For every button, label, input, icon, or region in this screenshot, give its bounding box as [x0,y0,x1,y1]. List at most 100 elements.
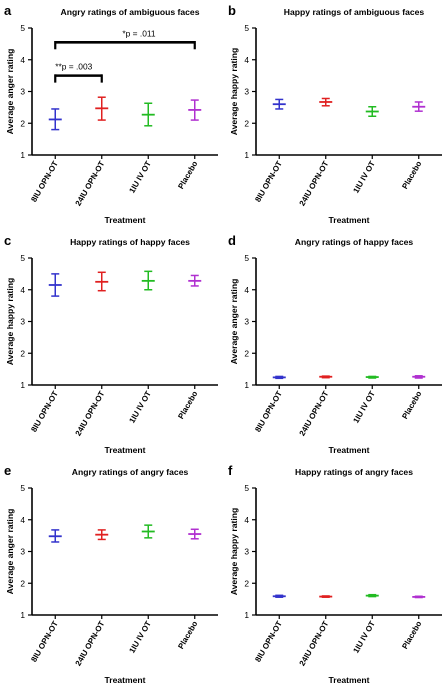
error-bar-4 [412,101,426,112]
x-tick-label: Placebo [176,619,199,650]
y-tick-label: 4 [244,285,249,295]
x-axis-label: Treatment [104,445,145,455]
significance-label: *p = .011 [122,28,155,38]
error-bar-2 [319,595,333,598]
significance-label: **p = .003 [55,62,92,72]
error-bar-3 [141,524,155,539]
y-tick-label: 5 [20,483,25,493]
x-tick-label: Placebo [400,619,423,650]
panel-e: e Angry ratings of angry faces 1 2 3 4 5 Averag… [4,463,218,685]
x-axis-label: Treatment [328,675,369,685]
panel-letter: c [4,233,11,248]
x-tick-label: 24IU OPN-OT [298,619,331,667]
y-tick-label: 1 [244,610,249,620]
error-bar-1 [48,108,62,131]
panel-title: Angry ratings of happy faces [295,237,414,247]
y-tick-label: 1 [244,150,249,160]
panel-c: c Happy ratings of happy faces 1 2 3 4 5 Averag… [4,233,218,455]
x-tick-label: 8IU OPN-OT [253,159,284,203]
error-bar-2 [95,529,109,541]
x-tick-label: Placebo [176,159,199,190]
y-axis-label: Average anger rating [5,509,15,595]
panel-title: Happy ratings of angry faces [295,467,413,477]
y-axis-label: Average happy rating [229,508,239,596]
x-tick-label: 1IU IV OT [127,619,153,654]
error-bar-2 [319,375,333,379]
x-tick-label: 24IU OPN-OT [298,389,331,437]
y-axis-label: Average happy rating [5,278,15,366]
panel-title: Happy ratings of ambiguous faces [284,7,425,17]
x-tick-label: Placebo [176,389,199,420]
y-tick-label: 4 [20,285,25,295]
y-tick-label: 2 [20,348,25,358]
x-tick-label: 8IU OPN-OT [29,389,60,433]
x-axis-label: Treatment [328,445,369,455]
y-tick-label: 2 [244,348,249,358]
y-tick-label: 2 [20,118,25,128]
y-tick-label: 2 [20,578,25,588]
error-bar-4 [188,99,202,121]
x-axis-label: Treatment [328,215,369,225]
y-tick-label: 3 [20,87,25,97]
panel-letter: a [4,3,12,18]
panel-title: Angry ratings of angry faces [72,467,189,477]
x-tick-label: 8IU OPN-OT [253,389,284,433]
error-bar-2 [95,271,109,292]
y-tick-label: 1 [244,380,249,390]
error-bar-4 [412,375,426,379]
y-tick-label: 4 [244,55,249,65]
y-tick-label: 2 [244,118,249,128]
y-tick-label: 3 [244,547,249,557]
y-axis-label: Average anger rating [5,49,15,135]
y-tick-label: 4 [20,515,25,525]
panel-f: f Happy ratings of angry faces 1 2 3 4 5 Averag… [228,463,442,685]
y-tick-label: 3 [244,317,249,327]
panel-b: b Happy ratings of ambiguous faces 1 2 3 4 5 Av… [228,3,442,225]
panel-letter: f [228,463,233,478]
x-tick-label: Placebo [400,389,423,420]
panel-d: d Angry ratings of happy faces 1 2 3 4 5 Averag… [228,233,442,455]
panel-letter: d [228,233,236,248]
significance-bracket: **p = .003 [54,62,103,83]
error-bar-1 [272,98,286,110]
y-tick-label: 5 [244,23,249,33]
y-tick-label: 5 [20,23,25,33]
x-axis-label: Treatment [104,215,145,225]
y-tick-label: 1 [20,380,25,390]
error-bar-1 [272,594,286,598]
error-bar-3 [365,593,379,598]
error-bar-3 [365,375,379,379]
x-tick-label: 1IU IV OT [351,159,377,194]
x-tick-label: 24IU OPN-OT [74,159,107,207]
x-tick-label: 24IU OPN-OT [74,619,107,667]
error-bar-1 [272,375,286,380]
panel-title: Happy ratings of happy faces [70,237,190,247]
panel-title: Angry ratings of ambiguous faces [61,7,200,17]
panel-a: a Angry ratings of ambiguous faces 1 2 3 4 5 Av… [4,3,218,225]
x-tick-label: 1IU IV OT [351,619,377,654]
x-axis-label: Treatment [104,675,145,685]
x-tick-label: 1IU IV OT [127,389,153,424]
y-tick-label: 1 [20,150,25,160]
error-bar-4 [412,595,426,599]
y-tick-label: 3 [244,87,249,97]
x-tick-label: 1IU IV OT [351,389,377,424]
y-tick-label: 5 [20,253,25,263]
panel-letter: e [4,463,11,478]
error-bar-2 [319,97,333,107]
panel-letter: b [228,3,236,18]
y-tick-label: 5 [244,253,249,263]
y-axis-label: Average happy rating [229,48,239,136]
y-tick-label: 4 [20,55,25,65]
x-tick-label: 8IU OPN-OT [29,159,60,203]
error-bar-1 [48,529,62,543]
y-tick-label: 1 [20,610,25,620]
x-tick-label: 24IU OPN-OT [74,389,107,437]
significance-bracket: *p = .011 [54,28,196,50]
x-tick-label: 8IU OPN-OT [29,619,60,663]
x-tick-label: 1IU IV OT [127,159,153,194]
y-tick-label: 3 [20,547,25,557]
y-tick-label: 4 [244,515,249,525]
error-bar-2 [95,96,109,121]
